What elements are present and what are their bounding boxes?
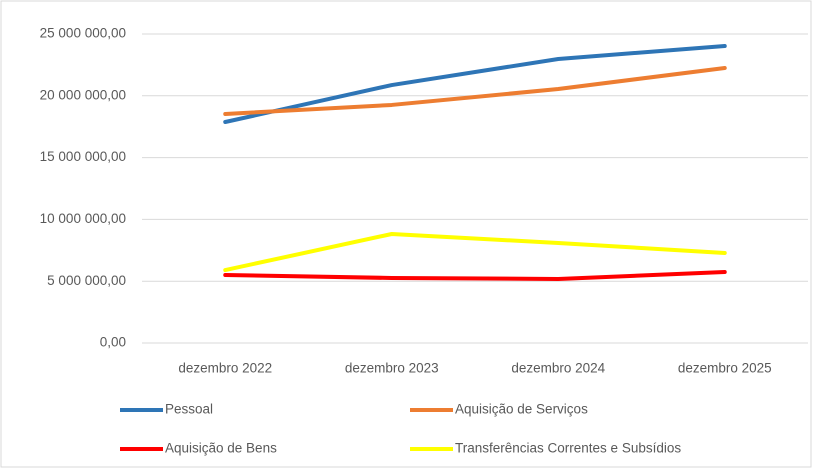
y-tick-label: 20 000 000,00	[40, 87, 126, 102]
x-tick-label: dezembro 2023	[345, 361, 439, 376]
series-line	[223, 65, 727, 116]
series-line	[223, 231, 727, 273]
legend-label: Aquisição de Serviços	[455, 402, 588, 417]
x-tick-label: dezembro 2024	[511, 361, 605, 376]
y-tick-label: 15 000 000,00	[40, 149, 126, 164]
x-tick-label: dezembro 2022	[178, 361, 272, 376]
y-tick-label: 0,00	[100, 335, 126, 350]
y-tick-label: 10 000 000,00	[40, 211, 126, 226]
y-tick-label: 5 000 000,00	[47, 273, 126, 288]
legend-label: Pessoal	[165, 402, 213, 417]
series-line	[223, 270, 727, 281]
series-line	[223, 43, 727, 125]
x-tick-label: dezembro 2025	[678, 361, 772, 376]
legend-label: Transferências Correntes e Subsídios	[455, 441, 681, 456]
legend-label: Aquisição de Bens	[165, 441, 277, 456]
y-tick-label: 25 000 000,00	[40, 26, 126, 41]
